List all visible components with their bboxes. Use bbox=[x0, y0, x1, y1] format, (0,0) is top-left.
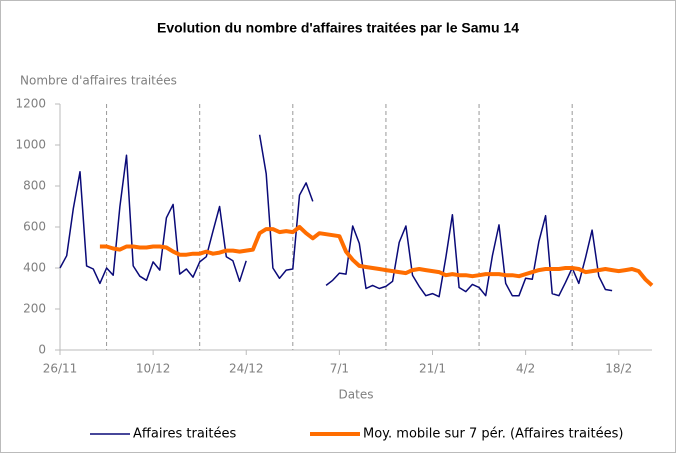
x-tick-label: 26/11 bbox=[43, 362, 78, 376]
legend-label: Moy. mobile sur 7 pér. (Affaires traitée… bbox=[363, 427, 623, 442]
x-tick-label: 21/1 bbox=[419, 362, 446, 376]
legend-label: Affaires traitées bbox=[133, 427, 237, 442]
x-tick-label: 24/12 bbox=[229, 362, 264, 376]
y-tick-label: 200 bbox=[23, 302, 46, 316]
x-tick-label: 18/2 bbox=[605, 362, 632, 376]
y-tick-label: 600 bbox=[23, 220, 46, 234]
x-axis-title: Dates bbox=[339, 388, 374, 402]
y-tick-label: 1200 bbox=[15, 97, 46, 111]
y-tick-label: 800 bbox=[23, 179, 46, 193]
y-tick-label: 400 bbox=[23, 261, 46, 275]
chart-title: Evolution du nombre d'affaires traitées … bbox=[157, 20, 519, 36]
x-tick-label: 4/2 bbox=[516, 362, 535, 376]
series-line bbox=[59, 134, 613, 298]
y-axis-title: Nombre d'affaires traitées bbox=[20, 74, 177, 88]
y-tick-label: 0 bbox=[38, 343, 46, 357]
x-tick-label: 10/12 bbox=[136, 362, 171, 376]
y-tick-label: 1000 bbox=[15, 138, 46, 152]
x-tick-label: 7/1 bbox=[330, 362, 349, 376]
series-line bbox=[99, 225, 654, 287]
